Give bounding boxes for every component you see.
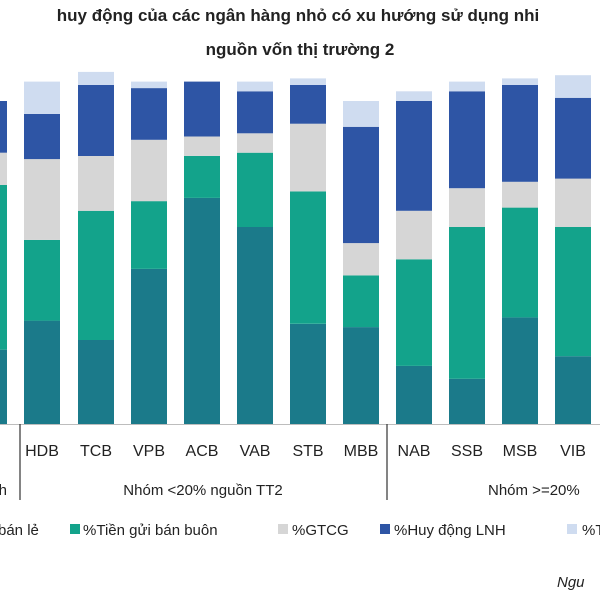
bar-stb-series-2 xyxy=(290,123,326,192)
chart-title-line-1: huy động của các ngân hàng nhỏ có xu hướ… xyxy=(56,6,540,25)
bar-hdb-series-4 xyxy=(24,81,60,114)
bar-nab-series-3 xyxy=(396,101,432,211)
bar-nab-series-4 xyxy=(396,91,432,101)
bar-vpb-series-3 xyxy=(131,88,167,140)
x-tick-label: MBB xyxy=(344,443,379,460)
group-label: Nhóm <20% nguồn TT2 xyxy=(123,482,282,499)
bar-vib-series-4 xyxy=(555,75,591,98)
bar-ssb-series-3 xyxy=(449,91,485,189)
bar-ssb-series-4 xyxy=(449,81,485,92)
bar-msb-series-0 xyxy=(502,317,538,424)
bar-vpb-series-4 xyxy=(131,81,167,89)
bar-acb-series-2 xyxy=(184,136,220,156)
bar-vpb-series-1 xyxy=(131,201,167,269)
legend-swatch xyxy=(567,524,577,534)
legend-label: %GTCG xyxy=(292,522,349,539)
x-tick-label: ACB xyxy=(186,443,219,460)
x-tick-label: MSB xyxy=(503,443,538,460)
bar-vab-series-1 xyxy=(237,152,273,227)
bar-stb-series-1 xyxy=(290,191,326,324)
bar-tcb-series-2 xyxy=(78,155,114,211)
bar-tcb-series-1 xyxy=(78,210,114,340)
legend-label: bán lẻ xyxy=(0,522,39,539)
bar-vab-series-0 xyxy=(237,227,273,424)
bar-vab-series-3 xyxy=(237,91,273,134)
legend-label: %Huy động LNH xyxy=(394,522,506,539)
bar-msb-series-1 xyxy=(502,207,538,318)
bar-ssb-series-2 xyxy=(449,188,485,227)
legend-swatch xyxy=(380,524,390,534)
bar-tcb-series-3 xyxy=(78,84,114,156)
bar-mbb-series-4 xyxy=(343,101,379,127)
source-note: Ngu xyxy=(557,574,585,591)
bar-ssb-series-1 xyxy=(449,227,485,379)
bar-mbb-series-1 xyxy=(343,275,379,328)
bar-nab-series-0 xyxy=(396,365,432,424)
x-tick-label: VAB xyxy=(240,443,271,460)
chart-title-line-2: nguồn vốn thị trường 2 xyxy=(205,40,395,59)
legend-label: %T xyxy=(582,522,600,539)
bar-stb-series-3 xyxy=(290,84,326,124)
bar-hdb-series-0 xyxy=(24,320,60,424)
bar-vib-series-1 xyxy=(555,227,591,357)
bar-stb-series-4 xyxy=(290,78,326,85)
bar-msb-series-4 xyxy=(502,78,538,85)
legend-swatch xyxy=(70,524,80,534)
bar-acb-series-3 xyxy=(184,81,220,137)
bar-mbb-series-0 xyxy=(343,327,379,424)
x-tick-label: VIB xyxy=(560,443,586,460)
bar-tcb-series-4 xyxy=(78,71,114,85)
x-tick-label: TCB xyxy=(80,443,112,460)
bar-acb-series-0 xyxy=(184,197,220,424)
bar-g-series-1 xyxy=(0,185,7,350)
bar-ssb-series-0 xyxy=(449,378,485,424)
group-label: Nhóm >=20% xyxy=(488,482,580,499)
bar-msb-series-2 xyxy=(502,181,538,208)
bar-tcb-series-0 xyxy=(78,340,114,424)
bar-vpb-series-0 xyxy=(131,269,167,424)
bar-vib-series-2 xyxy=(555,178,591,227)
bar-hdb-series-2 xyxy=(24,159,60,240)
legend-swatch xyxy=(278,524,288,534)
x-tick-label: NAB xyxy=(398,443,431,460)
legend-label: %Tiền gửi bán buôn xyxy=(83,522,218,539)
bar-nab-series-1 xyxy=(396,259,432,366)
bar-stb-series-0 xyxy=(290,323,326,424)
x-tick-label: STB xyxy=(292,443,323,460)
bar-nab-series-2 xyxy=(396,210,432,260)
bar-msb-series-3 xyxy=(502,84,538,182)
x-tick-label: SSB xyxy=(451,443,483,460)
bar-g-series-0 xyxy=(0,349,7,424)
bar-vab-series-4 xyxy=(237,81,273,92)
x-tick-label: HDB xyxy=(25,443,59,460)
bar-vib-series-3 xyxy=(555,97,591,179)
group-label: nh xyxy=(0,482,7,499)
bar-g-series-3 xyxy=(0,101,7,153)
bar-vpb-series-2 xyxy=(131,139,167,202)
bar-hdb-series-1 xyxy=(24,239,60,321)
bar-mbb-series-3 xyxy=(343,126,379,244)
bar-mbb-series-2 xyxy=(343,243,379,276)
bar-vib-series-0 xyxy=(555,356,591,424)
bar-g-series-2 xyxy=(0,152,7,185)
x-tick-label: VPB xyxy=(133,443,165,460)
bar-vab-series-2 xyxy=(237,133,273,153)
bar-hdb-series-3 xyxy=(24,113,60,160)
bar-acb-series-1 xyxy=(184,155,220,198)
